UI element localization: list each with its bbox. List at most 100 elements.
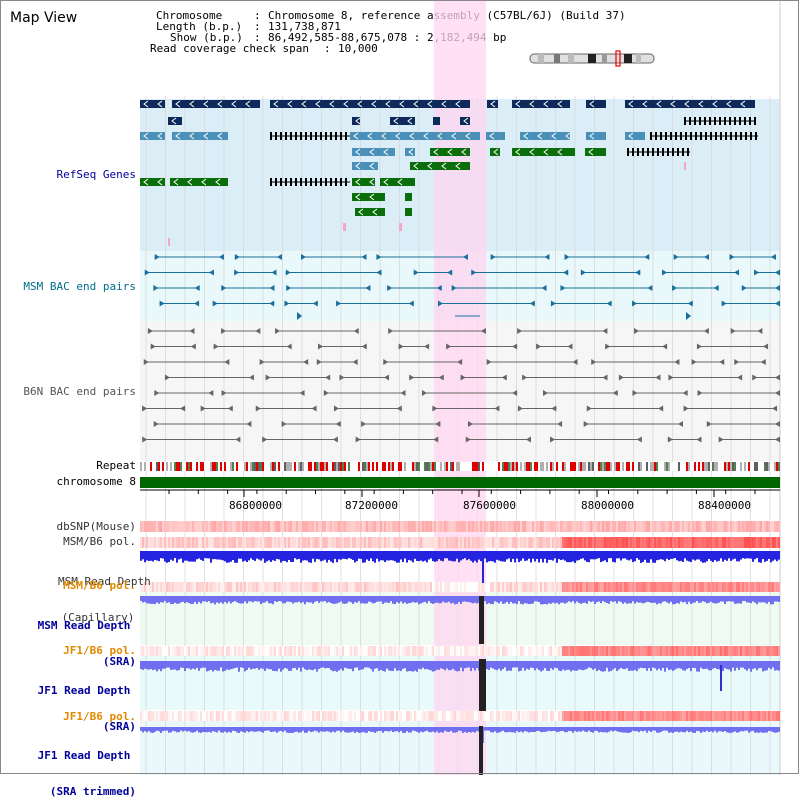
jf1-trim-depth-bar — [528, 727, 530, 733]
jf1-sra-depth-bar — [184, 661, 186, 672]
msm-cap-depth-bar — [726, 551, 728, 561]
repeat-segment — [270, 462, 272, 471]
msm-sra-depth-bar — [492, 596, 494, 605]
msm-b6-pol-cell — [618, 582, 620, 592]
track-label-msm-read-capillary[interactable]: MSM Read Depth (Capillary) — [58, 552, 151, 636]
track-label-jf1-b6-pol-1[interactable]: JF1/B6 pol. — [63, 645, 136, 657]
jf1-trim-depth-bar — [236, 727, 238, 733]
msm-b6-pol-cell — [428, 582, 430, 592]
jf1-read-trim-line1: JF1 Read Depth — [37, 749, 131, 762]
jf1-b6-pol-cell — [174, 711, 176, 721]
msm-b6-pol-cell — [238, 537, 240, 548]
msm-b6-pol-cell — [378, 582, 380, 592]
jf1-sra-depth-bar — [704, 661, 706, 669]
track-label-msm-read-sra[interactable]: MSM Read Depth (SRA) — [30, 596, 138, 680]
chromosome-ideogram[interactable] — [528, 50, 658, 68]
repeat-segment — [582, 462, 584, 471]
msm-b6-pol-cell — [232, 582, 234, 592]
jf1-b6-pol-cell — [608, 711, 610, 721]
track-label-jf1-b6-pol-2[interactable]: JF1/B6 pol. — [63, 711, 136, 723]
repeat-segment — [152, 462, 154, 471]
track-label-dbsnp[interactable]: dbSNP(Mouse) — [57, 521, 136, 533]
msm-sra-depth-bar — [738, 596, 740, 604]
msm-b6-pol-cell — [658, 537, 660, 548]
track-label-jf1-read-sra[interactable]: JF1 Read Depth (SRA) — [30, 661, 138, 745]
jf1-b6-pol-cell — [340, 711, 342, 721]
jf1-b6-pol-cell — [444, 646, 446, 656]
msm-cap-depth-bar — [618, 551, 620, 559]
jf1-b6-pol-cell — [312, 711, 314, 721]
jf1-b6-pol-cell — [180, 711, 182, 721]
track-label-jf1-read-trimmed[interactable]: JF1 Read Depth (SRA trimmed) — [30, 726, 138, 810]
msm-bac-pair-end — [376, 269, 382, 276]
strand-arrow — [413, 162, 419, 170]
jf1-b6-pol-cell — [474, 646, 476, 656]
repeat-segment — [394, 462, 396, 471]
dbsnp-cell — [336, 521, 338, 532]
jf1-sra-depth-bar — [194, 661, 196, 670]
track-label-repeat[interactable]: Repeat — [96, 460, 136, 472]
repeat-segment — [438, 462, 440, 471]
jf1-trim-depth-bar — [650, 727, 652, 733]
jf1-b6-pol-cell — [680, 646, 682, 656]
jf1-sra-depth-bar — [346, 661, 348, 669]
jf1-sra-depth-bar — [508, 661, 510, 671]
msm-cap-depth-bar — [756, 551, 758, 559]
repeat-segment — [340, 462, 342, 471]
strand-arrow — [201, 178, 207, 186]
msm-cap-depth-bar — [718, 551, 720, 561]
gene-exon — [290, 132, 292, 140]
jf1-b6-pol-cell — [196, 646, 198, 656]
dbsnp-cell — [176, 521, 178, 532]
dbsnp-cell — [468, 521, 470, 532]
repeat-segment — [436, 462, 438, 471]
jf1-b6-pol-cell — [486, 646, 488, 656]
jf1-b6-pol-cell — [150, 646, 152, 656]
track-label-b6n-bac[interactable]: B6N BAC end pairs — [23, 386, 136, 398]
msm-sra-depth-bar — [530, 596, 532, 604]
msm-b6-pol-cell — [366, 582, 368, 592]
msm-cap-depth-bar — [774, 551, 776, 560]
jf1-trim-depth-bar — [702, 727, 704, 732]
repeat-segment — [508, 462, 510, 471]
track-label-refseq-genes[interactable]: RefSeq Genes — [57, 169, 136, 181]
jf1-trim-depth-bar — [340, 727, 342, 733]
jf1-b6-pol-cell — [756, 646, 758, 656]
jf1-b6-pol-cell — [718, 646, 720, 656]
jf1-b6-pol-cell — [426, 711, 428, 721]
b6n-bac-pair-end — [421, 390, 427, 396]
jf1-trim-depth-bar — [770, 727, 772, 732]
msm-b6-pol-cell — [632, 537, 634, 548]
track-label-msm-b6-pol-1[interactable]: MSM/B6 pol. — [63, 536, 136, 548]
msm-bac-pair-end — [632, 300, 638, 307]
jf1-trim-depth-bar — [390, 727, 392, 731]
repeat-segment — [762, 462, 764, 471]
gene-exon — [719, 117, 721, 125]
track-label-chromosome[interactable]: chromosome 8 — [57, 476, 136, 488]
msm-sra-depth-bar — [306, 596, 308, 602]
jf1-b6-pol-cell — [336, 646, 338, 656]
repeat-segment — [442, 462, 444, 471]
jf1-b6-pol-cell — [614, 646, 616, 656]
jf1-trim-depth-bar — [554, 727, 556, 731]
msm-sra-depth-bar — [512, 596, 514, 604]
gene-exon — [699, 117, 701, 125]
jf1-b6-pol-cell — [244, 711, 246, 721]
msm-b6-pol-cell — [470, 582, 472, 592]
jf1-b6-pol-cell — [654, 711, 656, 721]
dbsnp-cell — [302, 521, 304, 532]
msm-bac-pair-end — [673, 254, 679, 260]
jf1-b6-pol-cell — [198, 646, 200, 656]
dbsnp-cell — [264, 521, 266, 532]
msm-sra-depth-bar — [448, 596, 450, 602]
msm-cap-depth-bar — [632, 551, 634, 563]
jf1-b6-pol-cell — [716, 711, 718, 721]
jf1-b6-pol-cell — [288, 646, 290, 656]
repeat-segment — [656, 462, 658, 471]
dbsnp-cell — [548, 521, 550, 532]
jf1-b6-pol-cell — [252, 711, 254, 721]
track-label-msm-b6-pol-2[interactable]: MSM/B6 pol. — [63, 580, 136, 592]
b6n-bac-pair-end — [208, 390, 214, 396]
genome-tracks[interactable] — [0, 0, 800, 775]
track-label-msm-bac[interactable]: MSM BAC end pairs — [23, 281, 136, 293]
